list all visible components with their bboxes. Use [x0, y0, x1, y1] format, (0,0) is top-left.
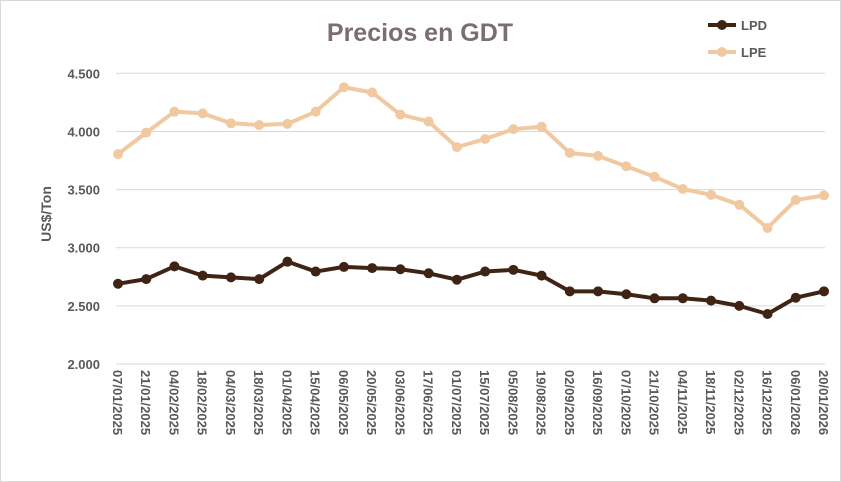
data-point — [564, 286, 575, 297]
x-tick-label: 16/12/2025 — [760, 370, 775, 435]
legend: LPD LPE — [708, 18, 767, 60]
data-point — [621, 289, 632, 300]
y-tick-label: 2.000 — [67, 357, 100, 372]
data-point — [338, 261, 349, 272]
x-tick-label: 07/10/2025 — [618, 370, 633, 435]
legend-marker — [717, 47, 727, 57]
y-axis-label: US$/Ton — [38, 186, 54, 242]
series-lpd — [113, 256, 829, 319]
data-point — [536, 270, 547, 281]
y-tick-label: 3.000 — [67, 241, 100, 256]
data-point — [508, 264, 519, 275]
data-point — [508, 124, 519, 135]
y-tick-label: 2.500 — [67, 299, 100, 314]
data-point — [734, 199, 745, 210]
data-point — [649, 171, 660, 182]
data-point — [423, 116, 434, 127]
data-point — [451, 274, 462, 285]
data-point — [282, 256, 293, 267]
data-point — [310, 266, 321, 277]
data-point — [225, 272, 236, 283]
x-tick-label: 19/08/2025 — [534, 370, 549, 435]
data-point — [451, 142, 462, 153]
x-tick-label: 02/12/2025 — [731, 370, 746, 435]
x-tick-label: 06/05/2025 — [336, 370, 351, 435]
data-point — [762, 222, 773, 233]
data-point — [197, 270, 208, 281]
data-point — [819, 286, 829, 297]
series-line — [116, 85, 825, 230]
x-tick-label: 04/02/2025 — [166, 370, 181, 435]
x-tick-label: 01/04/2025 — [279, 370, 294, 435]
data-point — [564, 147, 575, 158]
x-tick-label: 18/11/2025 — [703, 370, 718, 434]
data-point — [621, 161, 632, 172]
data-point — [734, 300, 745, 311]
data-point — [423, 268, 434, 279]
x-tick-label: 04/03/2025 — [223, 370, 238, 435]
legend-label: LPE — [741, 45, 767, 60]
data-point — [367, 87, 378, 98]
chart-title: Precios en GDT — [327, 19, 513, 47]
x-tick-label: 18/03/2025 — [251, 370, 266, 435]
data-point — [395, 264, 406, 275]
x-tick-label: 04/11/2025 — [675, 370, 690, 434]
y-tick-label: 3.500 — [67, 183, 100, 198]
data-point — [536, 121, 547, 132]
x-tick-label: 07/01/2025 — [110, 370, 125, 435]
x-tick-label: 03/06/2025 — [392, 370, 407, 435]
data-point — [113, 149, 123, 160]
data-point — [790, 195, 801, 206]
y-tick-label: 4.500 — [67, 66, 100, 81]
data-point — [480, 266, 491, 277]
x-tick-label: 17/06/2025 — [421, 370, 436, 435]
data-point — [169, 261, 180, 272]
data-point — [254, 274, 265, 285]
x-tick-label: 15/07/2025 — [477, 370, 492, 435]
x-tick-label: 01/07/2025 — [449, 370, 464, 435]
data-point — [141, 127, 152, 138]
x-tick-label: 05/08/2025 — [505, 370, 520, 435]
x-tick-label: 21/01/2025 — [138, 370, 153, 435]
data-point — [706, 295, 717, 306]
x-tick-label: 06/01/2026 — [788, 370, 803, 435]
x-tick-label: 18/02/2025 — [195, 370, 210, 435]
data-point — [225, 118, 236, 129]
x-tick-label: 15/04/2025 — [308, 370, 323, 435]
data-point — [310, 106, 321, 117]
data-point — [593, 286, 604, 297]
x-tick-label: 02/09/2025 — [562, 370, 577, 435]
data-point — [197, 108, 208, 119]
data-point — [395, 109, 406, 120]
series-lpe — [113, 82, 829, 233]
data-point — [282, 118, 293, 129]
data-point — [593, 150, 604, 161]
y-tick-label: 4.000 — [67, 124, 100, 139]
data-point — [790, 292, 801, 303]
data-point — [480, 133, 491, 144]
data-point — [141, 274, 152, 285]
data-point — [367, 263, 378, 274]
legend-label: LPD — [741, 18, 767, 33]
data-point — [169, 106, 180, 117]
data-point — [113, 278, 123, 289]
data-point — [677, 293, 688, 304]
data-point — [706, 189, 717, 200]
x-tick-label: 20/05/2025 — [364, 370, 379, 435]
data-point — [338, 82, 349, 93]
x-tick-label: 21/10/2025 — [647, 370, 662, 435]
data-point — [762, 308, 773, 319]
data-point — [819, 190, 829, 201]
data-point — [649, 293, 660, 304]
data-point — [254, 120, 265, 131]
x-tick-label: 20/01/2026 — [816, 370, 831, 435]
x-tick-label: 16/09/2025 — [590, 370, 605, 435]
data-point — [677, 183, 688, 194]
legend-marker — [717, 20, 727, 30]
